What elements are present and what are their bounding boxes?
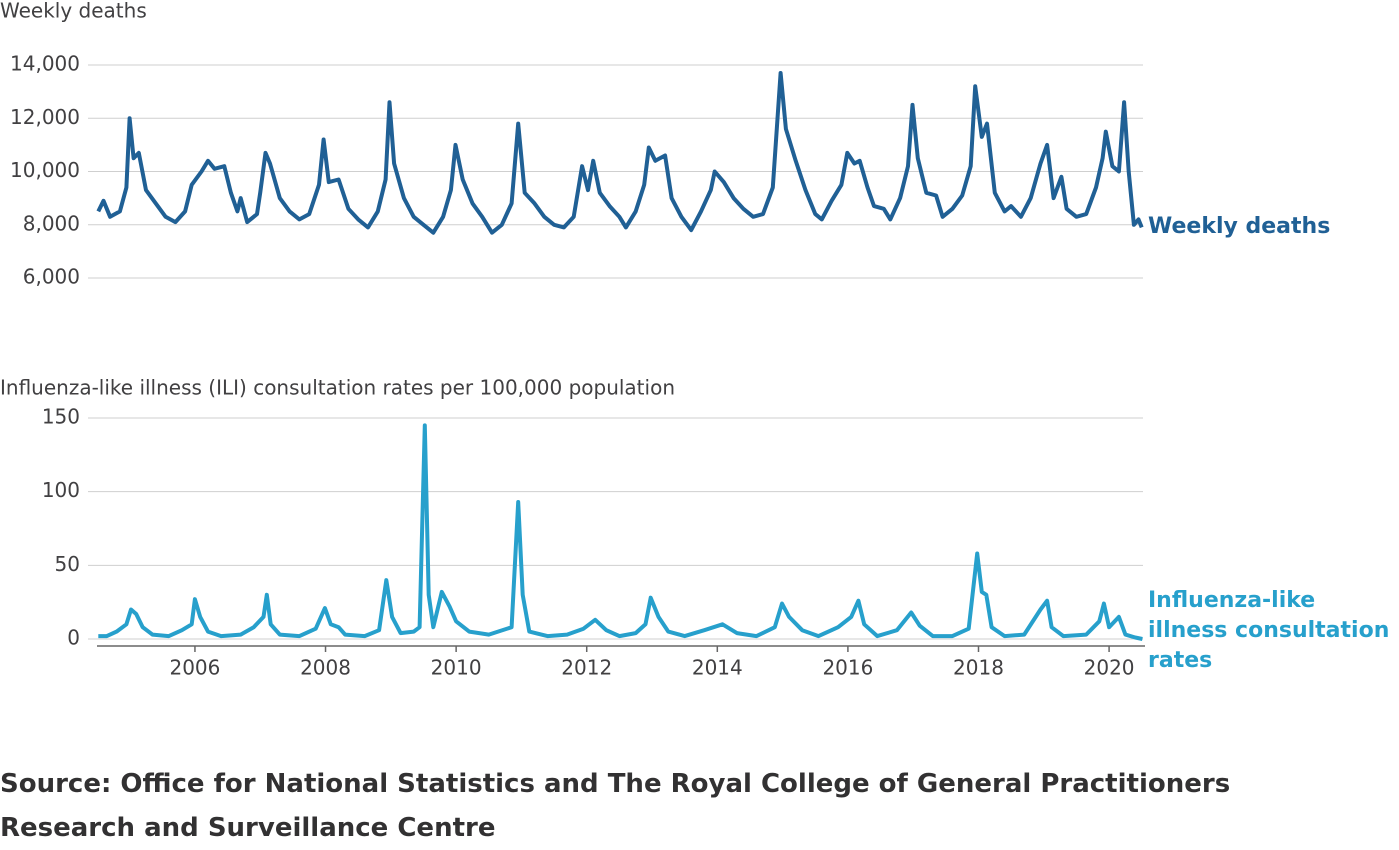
source-note: Source: Office for National Statistics a… <box>0 769 1231 843</box>
x-tick-label: 2010 <box>431 656 482 680</box>
y-tick-label: 8,000 <box>23 211 80 235</box>
y-tick-label: 150 <box>42 405 80 429</box>
x-tick-label: 2020 <box>1084 656 1135 680</box>
y-tick-label: 100 <box>42 478 80 502</box>
y-axis-title: Influenza-like illness (ILI) consultatio… <box>0 376 675 400</box>
series-label: Weekly deaths <box>1148 214 1331 240</box>
y-axis-title: Weekly deaths <box>0 0 147 23</box>
y-tick-label: 14,000 <box>10 52 80 76</box>
x-tick-label: 2018 <box>953 656 1004 680</box>
x-tick-label: 2008 <box>300 656 351 680</box>
x-tick-label: 2016 <box>822 656 873 680</box>
series-line <box>96 71 1144 235</box>
series-line <box>98 423 1143 641</box>
chart: Weekly deaths 6,000 8,000 10,000 12,000 14,00… <box>0 0 1145 680</box>
x-tick-label: 2006 <box>169 656 220 680</box>
y-tick-label: 12,000 <box>10 105 80 129</box>
series-label: Influenza-like illness consultation rate… <box>1148 588 1390 673</box>
x-tick-label: 2014 <box>692 656 743 680</box>
x-tick-label: 2012 <box>561 656 612 680</box>
y-tick-label: 6,000 <box>23 265 80 289</box>
y-tick-label: 50 <box>55 552 80 576</box>
y-tick-label: 0 <box>67 626 80 650</box>
y-tick-label: 10,000 <box>10 158 80 182</box>
